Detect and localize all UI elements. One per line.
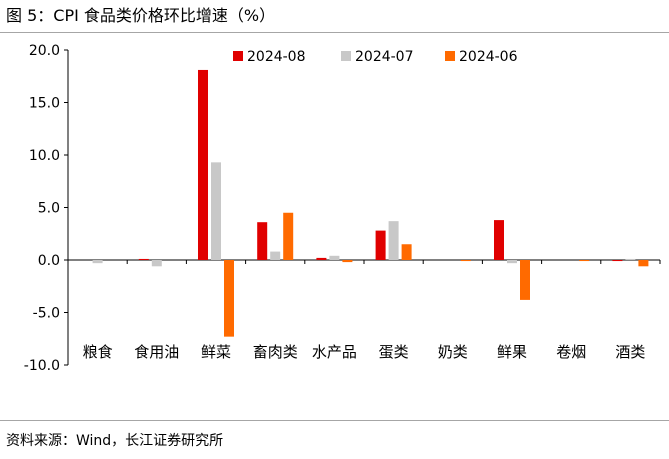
- x-tick-label: 卷烟: [556, 343, 586, 361]
- y-tick-label: 0.0: [38, 253, 60, 269]
- x-tick-label: 奶类: [438, 343, 468, 361]
- x-axis: 粮食 食用油 鲜菜 畜肉类 水产品 蛋类 奶类 鲜果 卷烟 酒类: [67, 259, 661, 361]
- bar: [612, 260, 623, 262]
- y-tick-label: 20.0: [29, 43, 60, 59]
- bar: [638, 260, 649, 267]
- bar: [211, 162, 221, 260]
- bar: [224, 260, 234, 337]
- legend: 2024-08 2024-07 2024-06: [233, 49, 518, 65]
- bar: [579, 260, 590, 262]
- x-tick-label: 鲜果: [497, 343, 527, 361]
- legend-swatch: [445, 51, 455, 61]
- bar: [520, 260, 530, 300]
- bar: [257, 222, 268, 260]
- bar: [494, 220, 504, 260]
- figure-title: 图 5：CPI 食品类价格环比增速（%）: [6, 6, 276, 25]
- bar-chart: -10.0 -5.0 0.0 5.0 10.0 15.0 20.0 粮食 食用油 鲜菜 畜肉类 水产…: [24, 43, 661, 374]
- x-tick-label: 畜肉类: [253, 343, 298, 361]
- y-tick-label: 15.0: [29, 96, 60, 112]
- bar: [375, 230, 386, 260]
- bar: [625, 258, 636, 260]
- bar: [270, 251, 281, 260]
- bar: [329, 255, 340, 260]
- x-tick-label: 鲜菜: [201, 343, 231, 361]
- x-tick-label: 水产品: [312, 343, 357, 361]
- bar: [388, 221, 399, 260]
- x-tick-label: 食用油: [134, 343, 179, 361]
- x-tick-label: 蛋类: [379, 343, 409, 361]
- top-rule: [0, 32, 669, 33]
- bar: [198, 69, 208, 260]
- bar: [151, 260, 162, 267]
- y-tick-label: -5.0: [33, 306, 60, 322]
- legend-swatch: [233, 51, 243, 61]
- source-note: 资料来源：Wind，长江证券研究所: [6, 433, 224, 449]
- bar: [92, 260, 103, 264]
- y-axis: -10.0 -5.0 0.0 5.0 10.0 15.0 20.0: [24, 43, 69, 374]
- bar: [342, 260, 353, 263]
- y-tick-label: -10.0: [24, 358, 60, 374]
- bottom-rule: [0, 420, 669, 421]
- bar: [507, 260, 517, 264]
- bars: [92, 69, 649, 337]
- legend-swatch: [341, 51, 351, 61]
- legend-label: 2024-06: [459, 49, 518, 65]
- legend-label: 2024-08: [247, 49, 306, 65]
- legend-label: 2024-07: [355, 49, 414, 65]
- x-tick-label: 粮食: [83, 343, 113, 361]
- bar: [460, 260, 471, 262]
- bar: [283, 212, 294, 260]
- bar: [316, 257, 327, 260]
- x-tick-label: 酒类: [615, 343, 645, 361]
- bar: [138, 258, 149, 260]
- y-tick-label: 10.0: [29, 148, 60, 164]
- bar: [401, 244, 412, 260]
- y-tick-label: 5.0: [38, 201, 60, 217]
